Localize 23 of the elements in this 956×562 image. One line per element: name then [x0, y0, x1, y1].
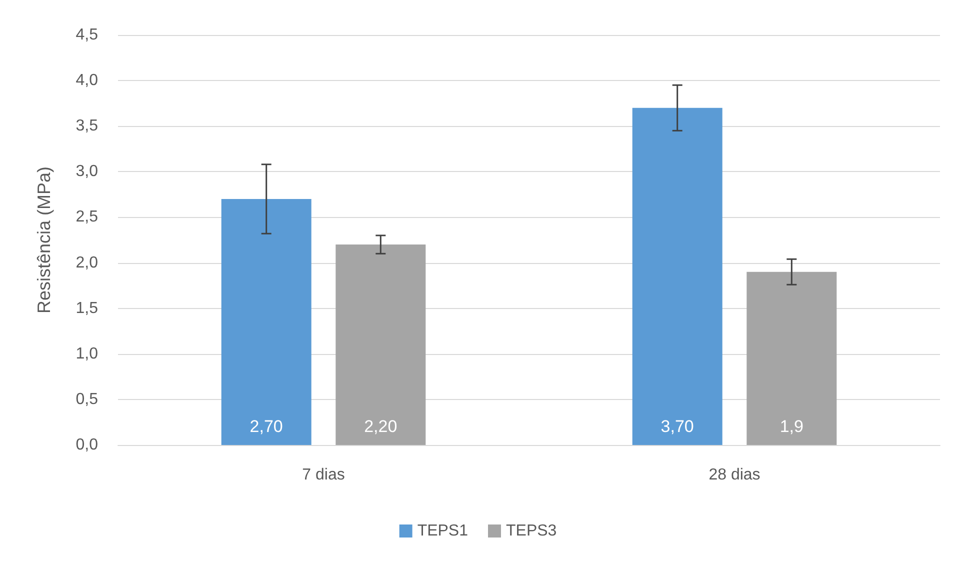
y-tick-label: 0,5 [76, 390, 98, 408]
y-tick-label: 0,0 [76, 436, 98, 454]
y-tick-label: 4,0 [76, 72, 98, 90]
y-tick-label: 1,0 [76, 345, 98, 362]
bar [336, 244, 426, 445]
bar [632, 108, 722, 445]
data-label: 2,70 [250, 417, 283, 436]
legend-label: TEPS3 [506, 522, 557, 540]
y-tick-label: 3,0 [76, 163, 98, 180]
y-tick-label: 4,5 [76, 26, 98, 44]
data-label: 1,9 [780, 417, 804, 436]
y-tick-label: 2,0 [76, 254, 98, 272]
y-tick-label: 3,5 [76, 118, 98, 135]
data-label: 3,70 [660, 417, 694, 436]
legend-label: TEPS1 [417, 522, 468, 540]
bar [746, 272, 837, 445]
x-tick-label: 28 dias [708, 466, 760, 484]
x-tick-label: 7 dias [302, 466, 345, 484]
data-label: 2,20 [364, 417, 398, 436]
y-tick-label: 1,5 [76, 300, 98, 317]
bar [221, 199, 312, 445]
y-tick-label: 2,5 [76, 208, 98, 226]
y-axis-title: Resistência (MPa) [34, 166, 54, 314]
